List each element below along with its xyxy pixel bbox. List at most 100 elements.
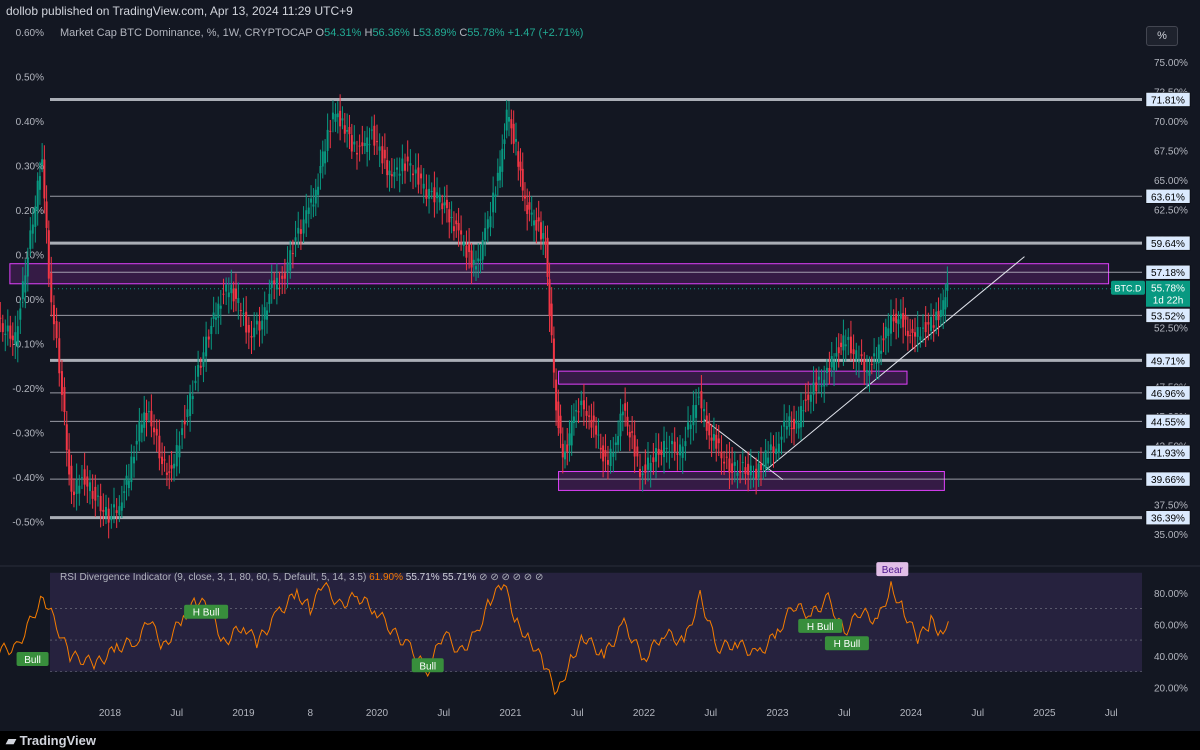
- candle-body: [222, 293, 225, 295]
- candle-body: [548, 279, 551, 317]
- candle-body: [286, 262, 289, 273]
- candle-body: [501, 148, 504, 172]
- legend-change: +1.47 (+2.71%): [507, 27, 584, 39]
- candle-body: [860, 354, 863, 357]
- x-tick-label: 2025: [1033, 708, 1056, 719]
- candle-body: [341, 118, 344, 121]
- candle-body: [21, 281, 24, 300]
- candle-body: [194, 380, 197, 384]
- divergence-label-box: [184, 604, 229, 619]
- candle-body: [783, 420, 786, 427]
- candle-body: [837, 347, 840, 354]
- candle-body: [830, 356, 833, 368]
- btc-dominance-chart[interactable]: 2018 Jul 2019 8 2020 Jul 2021 Jul 2022 Jul 2023 Jul…: [0, 22, 1200, 731]
- candle-body: [113, 504, 116, 508]
- candle-body: [390, 174, 393, 177]
- candle-body: [769, 444, 772, 451]
- candle-body: [780, 436, 783, 440]
- candle-body: [621, 411, 624, 416]
- candle-body: [533, 220, 536, 226]
- candle-body: [207, 336, 210, 340]
- candle-body: [366, 137, 369, 153]
- candle-body: [614, 442, 617, 446]
- candle-body: [700, 391, 703, 409]
- x-tick-label: Jul: [437, 708, 450, 719]
- candle-body: [847, 336, 850, 340]
- left-tick-label: 0.40%: [16, 117, 44, 128]
- candle-body: [697, 396, 700, 398]
- percent-scale-button[interactable]: %: [1146, 26, 1178, 46]
- candle-body: [38, 176, 41, 190]
- y-tick-label: 62.50%: [1154, 205, 1188, 216]
- candle-body: [612, 452, 615, 457]
- candle-body: [268, 293, 271, 305]
- legend-close: 55.78%: [467, 27, 505, 39]
- candle-body: [281, 275, 284, 279]
- candle-body: [840, 342, 843, 347]
- candle-body: [94, 486, 97, 501]
- candle-body: [127, 480, 130, 489]
- candle-body: [450, 217, 453, 219]
- candle-body: [935, 311, 938, 321]
- candle-body: [428, 188, 431, 199]
- x-tick-label: 2021: [499, 708, 522, 719]
- candle-body: [65, 424, 68, 451]
- candle-body: [414, 169, 417, 174]
- candle-body: [863, 359, 866, 372]
- divergence-label-box: [824, 636, 869, 651]
- candle-body: [24, 275, 27, 293]
- candle-body: [197, 364, 200, 377]
- candle-body: [393, 171, 396, 177]
- candle-body: [633, 435, 636, 457]
- candle-body: [873, 353, 876, 357]
- candle-body: [887, 328, 890, 337]
- rsi-y-tick-label: 40.00%: [1154, 652, 1188, 663]
- candle-body: [906, 330, 909, 337]
- main-legend: Market Cap BTC Dominance, %, 1W, CRYPTOC…: [60, 27, 583, 39]
- rsi-line: [0, 581, 949, 696]
- candle-body: [14, 332, 17, 344]
- candle-body: [239, 309, 242, 311]
- rsi-band: [50, 572, 1142, 672]
- candle-body: [353, 141, 356, 145]
- x-tick-label: Jul: [170, 708, 183, 719]
- candle-body: [521, 168, 524, 191]
- divergence-label-box: [411, 658, 444, 673]
- candle-body: [363, 142, 366, 146]
- candle-body: [932, 325, 935, 328]
- candle-body: [807, 394, 810, 400]
- candle-body: [234, 288, 237, 299]
- candle-body: [577, 411, 580, 413]
- x-tick-label: 8: [307, 708, 313, 719]
- candle-body: [793, 418, 796, 430]
- candle-body: [255, 320, 258, 325]
- legend-l-label: L: [412, 27, 419, 39]
- candle-body: [91, 490, 94, 499]
- candle-body: [557, 401, 560, 429]
- candle-body: [660, 449, 663, 455]
- candle-body: [31, 224, 34, 234]
- candle-body: [855, 350, 858, 360]
- candle-body: [321, 151, 324, 167]
- candle-body: [118, 506, 121, 515]
- candle-body: [542, 233, 545, 239]
- y-tick-label: 65.00%: [1154, 176, 1188, 187]
- candle-body: [441, 203, 444, 210]
- candle-body: [378, 146, 381, 151]
- candle-body: [764, 450, 767, 469]
- level-label: 59.64%: [1151, 239, 1185, 250]
- x-tick-label: Jul: [971, 708, 984, 719]
- candle-body: [575, 410, 578, 412]
- candle-body: [258, 321, 261, 331]
- candle-body: [460, 230, 463, 235]
- candle-body: [484, 228, 487, 240]
- candle-body: [452, 226, 455, 232]
- level-label: 39.66%: [1151, 475, 1185, 486]
- candle-body: [597, 434, 600, 436]
- x-tick-label: 2019: [232, 708, 255, 719]
- candle-body: [904, 315, 907, 320]
- candle-body: [361, 142, 364, 147]
- candle-body: [723, 461, 726, 464]
- candle-body: [775, 448, 778, 455]
- candle-body: [468, 243, 471, 253]
